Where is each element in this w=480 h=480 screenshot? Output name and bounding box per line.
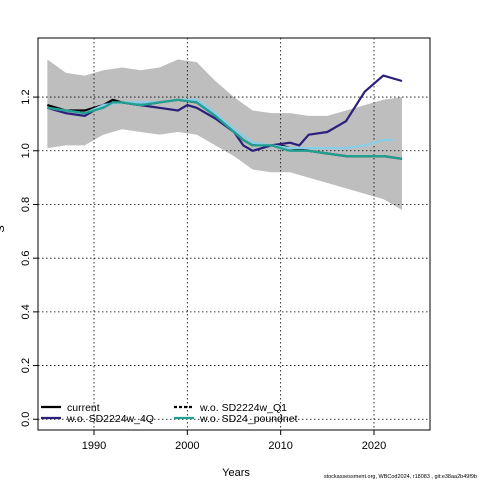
confidence-band-layer xyxy=(47,59,402,210)
y-tick-label: 1.2 xyxy=(20,89,32,104)
x-tick-label: 2010 xyxy=(268,440,292,452)
y-tick-label: 0.4 xyxy=(20,304,32,319)
series-line-2 xyxy=(47,98,393,150)
plot-frame xyxy=(37,37,431,431)
series-layer xyxy=(46,74,403,160)
y-tick-label: 0.2 xyxy=(20,358,32,373)
legend-label: current xyxy=(67,402,100,414)
x-tick-label: 1990 xyxy=(82,440,106,452)
y-tick-label: 0.6 xyxy=(20,251,32,266)
y-tick-label: 0.8 xyxy=(20,197,32,212)
series-line-3 xyxy=(47,98,403,160)
x-tick-label: 2000 xyxy=(175,440,199,452)
legend-label: w.o. SD24_poundnet xyxy=(199,413,298,425)
x-axis-title: Years xyxy=(222,467,250,479)
confidence-band xyxy=(47,59,402,210)
legend-label: w.o. SD2224w_Q1 xyxy=(199,402,287,414)
y-tick-label: 0.0 xyxy=(20,412,32,427)
y-tick-label: 1.0 xyxy=(20,143,32,158)
x-tick-label: 2020 xyxy=(362,440,386,452)
grid-layer xyxy=(38,38,430,430)
legend-label: w.o. SD2224w_4Q xyxy=(66,413,154,425)
axis-layer: 1990 2000 2010 2020 0.0 0.2 0.4 0.6 0.8 1.0 1.2 xyxy=(20,37,431,452)
footnote: stockassessment.org, WBCod2024, r18083 ,… xyxy=(324,474,477,480)
y-axis-title: S xyxy=(0,225,7,232)
